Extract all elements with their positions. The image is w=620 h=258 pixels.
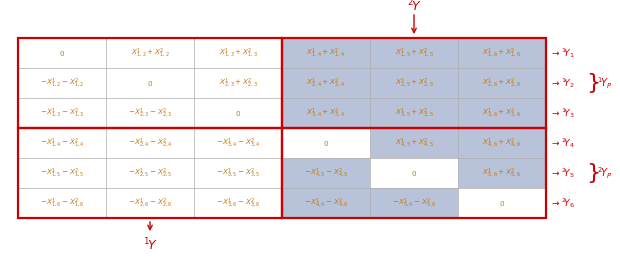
Text: ${}^2\!Y$: ${}^2\!Y$ <box>407 0 421 14</box>
Bar <box>458 68 546 98</box>
Text: $-X^1_{1,3}-X^2_{1,3}$: $-X^1_{1,3}-X^2_{1,3}$ <box>40 107 84 119</box>
Bar <box>18 128 282 218</box>
Text: $X^1_{1,6}+X^2_{1,6}$: $X^1_{1,6}+X^2_{1,6}$ <box>482 46 521 60</box>
Text: $\rightarrow {}^1\!Y_1$: $\rightarrow {}^1\!Y_1$ <box>550 46 575 60</box>
Bar <box>194 128 282 158</box>
Text: ${}^2\!Y_P$: ${}^2\!Y_P$ <box>597 165 612 181</box>
Bar <box>282 128 546 218</box>
Text: ${}^1\!Y$: ${}^1\!Y$ <box>143 237 157 253</box>
Bar <box>18 188 106 218</box>
Text: $-X^1_{3,4}-X^2_{3,4}$: $-X^1_{3,4}-X^2_{3,4}$ <box>216 136 260 150</box>
Text: $X^1_{1,2}+X^2_{1,2}$: $X^1_{1,2}+X^2_{1,2}$ <box>131 46 169 60</box>
Text: $\rightarrow {}^2\!Y_6$: $\rightarrow {}^2\!Y_6$ <box>550 196 575 210</box>
Text: $X^1_{3,4}+X^2_{3,4}$: $X^1_{3,4}+X^2_{3,4}$ <box>306 107 345 119</box>
Bar <box>282 128 370 158</box>
Text: }: } <box>586 73 600 93</box>
Text: $-X^1_{3,6}-X^2_{3,6}$: $-X^1_{3,6}-X^2_{3,6}$ <box>216 196 260 209</box>
Bar <box>282 38 546 128</box>
Bar <box>458 128 546 158</box>
Text: $-X^1_{1,2}-X^2_{1,2}$: $-X^1_{1,2}-X^2_{1,2}$ <box>40 76 84 90</box>
Text: $-X^1_{2,4}-X^2_{2,4}$: $-X^1_{2,4}-X^2_{2,4}$ <box>128 136 172 150</box>
Bar <box>458 158 546 188</box>
Bar <box>370 128 458 158</box>
Bar <box>18 98 106 128</box>
Text: $X^1_{2,5}+X^2_{2,5}$: $X^1_{2,5}+X^2_{2,5}$ <box>394 76 433 90</box>
Bar <box>18 128 106 158</box>
Bar <box>370 98 458 128</box>
Text: $-X^1_{1,5}-X^2_{1,5}$: $-X^1_{1,5}-X^2_{1,5}$ <box>40 166 84 180</box>
Text: $\rightarrow {}^2\!Y_5$: $\rightarrow {}^2\!Y_5$ <box>550 166 575 180</box>
Text: $-X^1_{1,6}-X^2_{1,6}$: $-X^1_{1,6}-X^2_{1,6}$ <box>40 196 84 209</box>
Bar <box>370 38 458 68</box>
Bar <box>282 98 370 128</box>
Bar <box>106 158 194 188</box>
Text: $X^1_{2,4}+X^2_{2,4}$: $X^1_{2,4}+X^2_{2,4}$ <box>306 76 345 90</box>
Text: $X^1_{1,5}+X^2_{1,5}$: $X^1_{1,5}+X^2_{1,5}$ <box>394 46 433 60</box>
Bar <box>18 68 106 98</box>
Text: $X^1_{1,3}+X^2_{1,3}$: $X^1_{1,3}+X^2_{1,3}$ <box>218 46 257 60</box>
Bar <box>18 158 106 188</box>
Text: ${}^1\!Y_P$: ${}^1\!Y_P$ <box>597 75 612 91</box>
Bar <box>18 38 106 68</box>
Text: $X^1_{3,6}+X^2_{3,6}$: $X^1_{3,6}+X^2_{3,6}$ <box>482 107 521 119</box>
Text: }: } <box>586 163 600 183</box>
Bar <box>458 38 546 68</box>
Text: $0$: $0$ <box>59 49 65 58</box>
Text: $-X^1_{4,6}-X^2_{4,6}$: $-X^1_{4,6}-X^2_{4,6}$ <box>304 196 348 209</box>
Text: $-X^1_{5,6}-X^2_{5,6}$: $-X^1_{5,6}-X^2_{5,6}$ <box>392 196 436 209</box>
Text: $-X^1_{2,6}-X^2_{2,6}$: $-X^1_{2,6}-X^2_{2,6}$ <box>128 196 172 209</box>
Bar <box>370 158 458 188</box>
Bar <box>106 98 194 128</box>
Bar <box>106 188 194 218</box>
Bar <box>194 68 282 98</box>
Bar <box>370 68 458 98</box>
Bar <box>106 128 194 158</box>
Text: $X^1_{1,4}+X^2_{1,4}$: $X^1_{1,4}+X^2_{1,4}$ <box>306 46 345 60</box>
Text: $-X^1_{1,4}-X^2_{1,4}$: $-X^1_{1,4}-X^2_{1,4}$ <box>40 136 84 150</box>
Text: $0$: $0$ <box>411 168 417 178</box>
Bar <box>370 188 458 218</box>
Text: $\rightarrow {}^1\!Y_3$: $\rightarrow {}^1\!Y_3$ <box>550 106 575 120</box>
Text: $\rightarrow {}^1\!Y_2$: $\rightarrow {}^1\!Y_2$ <box>550 76 575 90</box>
Text: $-X^1_{3,5}-X^2_{3,5}$: $-X^1_{3,5}-X^2_{3,5}$ <box>216 166 260 180</box>
Bar <box>282 188 370 218</box>
Bar <box>194 38 282 68</box>
Text: $\rightarrow {}^2\!Y_4$: $\rightarrow {}^2\!Y_4$ <box>550 136 575 150</box>
Text: $0$: $0$ <box>499 198 505 207</box>
Text: $X^1_{3,5}+X^2_{3,5}$: $X^1_{3,5}+X^2_{3,5}$ <box>394 107 433 119</box>
Text: $-X^1_{4,5}-X^2_{4,5}$: $-X^1_{4,5}-X^2_{4,5}$ <box>304 166 348 180</box>
Bar <box>282 68 370 98</box>
Bar <box>194 158 282 188</box>
Bar <box>106 38 194 68</box>
Bar <box>458 98 546 128</box>
Text: $X^1_{2,3}+X^2_{2,3}$: $X^1_{2,3}+X^2_{2,3}$ <box>218 76 257 90</box>
Text: $X^1_{4,6}+X^2_{4,6}$: $X^1_{4,6}+X^2_{4,6}$ <box>482 136 521 150</box>
Text: $-X^1_{2,5}-X^2_{2,5}$: $-X^1_{2,5}-X^2_{2,5}$ <box>128 166 172 180</box>
Text: $-X^1_{2,3}-X^2_{2,3}$: $-X^1_{2,3}-X^2_{2,3}$ <box>128 107 172 119</box>
Bar <box>194 188 282 218</box>
Text: $0$: $0$ <box>235 109 241 117</box>
Bar <box>458 188 546 218</box>
Text: $0$: $0$ <box>323 139 329 148</box>
Text: $X^1_{2,6}+X^2_{2,6}$: $X^1_{2,6}+X^2_{2,6}$ <box>482 76 521 90</box>
Bar <box>194 98 282 128</box>
Text: $X^1_{5,6}+X^2_{5,6}$: $X^1_{5,6}+X^2_{5,6}$ <box>482 166 521 180</box>
Bar <box>18 38 282 128</box>
Text: $0$: $0$ <box>147 78 153 87</box>
Bar <box>106 68 194 98</box>
Bar <box>282 158 370 188</box>
Bar <box>282 38 370 68</box>
Text: $X^1_{4,5}+X^2_{4,5}$: $X^1_{4,5}+X^2_{4,5}$ <box>394 136 433 150</box>
